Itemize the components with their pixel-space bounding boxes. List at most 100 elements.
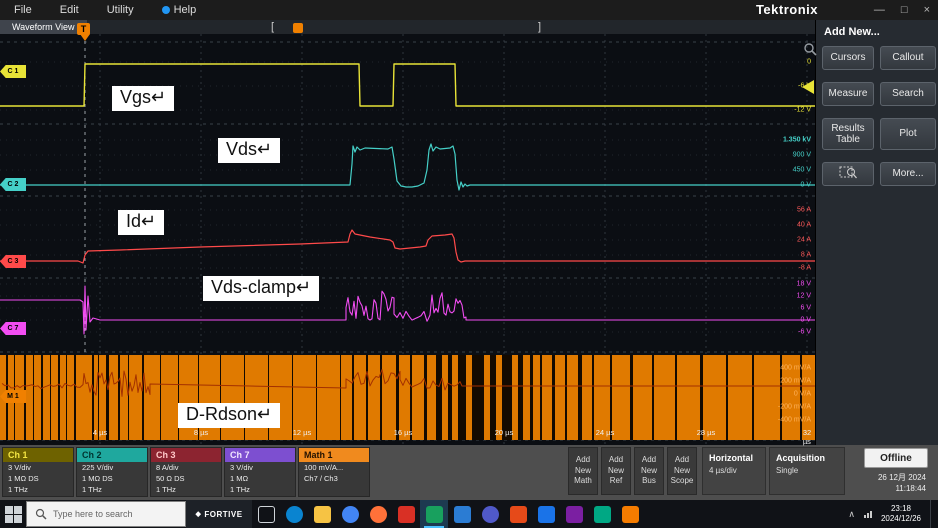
add-new-bus-button[interactable]: Add New Bus [634,447,664,495]
app-icon-azure[interactable] [532,500,560,528]
channel-tag-m1[interactable]: M 1 [0,390,26,403]
menu-bar: File Edit Utility Help Tektronix — □ × [0,0,938,20]
waveform-plot[interactable]: Vgs↵ Vds↵ Id↵ Vds-clamp↵ D-Rdson↵ C 1 C 2 C 3 C … [0,34,817,446]
chrome-icon [341,505,359,523]
tab-waveform-view[interactable]: Waveform View [0,20,87,34]
trigger-flag[interactable]: T [77,23,90,35]
taskbar-clock[interactable]: 23:18 2024/12/26 [881,504,921,525]
trace-ch3-id [0,229,815,264]
badge-title: Ch 1 [3,448,73,462]
trigger-position-icon [80,34,90,41]
callout-button[interactable]: Callout [880,46,936,70]
callout-label[interactable]: D-Rdson↵ [178,403,281,428]
scale-label: -6 V [798,328,811,336]
callout-label[interactable]: Vgs↵ [112,86,175,111]
scale-label: -6 V [798,82,811,90]
fortive-logo-icon: ◆ [195,511,202,518]
app-icon-purple [565,505,583,523]
panel-title: Add New... [824,26,880,38]
channel-tag-c7[interactable]: C 7 [0,322,26,335]
badge-detail: Ch7 / Ch3 [304,474,338,483]
fortive-widget[interactable]: ◆ FORTIVE [186,500,252,528]
zoom-bracket-left-icon[interactable]: [ [271,21,275,33]
app-icon-red[interactable] [504,500,532,528]
zoom-overlay-button[interactable] [822,162,874,186]
close-button[interactable]: × [923,4,930,16]
show-desktop-button[interactable] [930,500,936,528]
task-view-icon[interactable] [252,500,280,528]
cursors-button[interactable]: Cursors [822,46,874,70]
add-new-scope-button[interactable]: Add New Scope [667,447,697,495]
app-icon-blue[interactable] [448,500,476,528]
wechat-icon[interactable] [588,500,616,528]
scale-label: -400 mV/A [777,416,811,424]
app-icon-red [509,505,527,523]
add-new-math-button[interactable]: Add New Math [568,447,598,495]
channel-badge-math1[interactable]: Math 1 100 mV/A... Ch7 / Ch3 [298,447,370,497]
search-icon [35,508,47,520]
horizontal-value: 4 µs/div [709,466,737,475]
network-icon[interactable] [863,510,872,518]
menu-item-utility[interactable]: Utility [106,4,134,16]
firefox-icon [369,505,387,523]
callout-label[interactable]: Id↵ [118,210,165,235]
offline-button[interactable]: Offline [864,448,928,468]
plot-button[interactable]: Plot [880,118,936,150]
zoom-bracket-right-icon[interactable]: ] [538,21,542,33]
measure-button[interactable]: Measure [822,82,874,106]
taskbar: Type here to search ◆ FORTIVE ∧ 23:18 20… [0,500,938,528]
app-icon-blue [453,505,471,523]
badge-detail: 1 MΩ [230,474,249,483]
clock-time: 23:18 [890,503,911,513]
search-button[interactable]: Search [880,82,936,106]
horizontal-panel[interactable]: Horizontal 4 µs/div [702,447,766,495]
tray-chevron-icon[interactable]: ∧ [848,508,855,519]
start-button[interactable] [0,500,26,528]
callout-label[interactable]: Vds↵ [218,138,281,163]
maximize-button[interactable]: □ [900,4,908,16]
teams-icon[interactable] [476,500,504,528]
channel-badge-ch2[interactable]: Ch 2 225 V/div 1 MΩ DS 1 THz [76,447,148,497]
more-button[interactable]: More... [880,162,936,186]
scale-label: 0 V [800,316,811,324]
menu-item-help[interactable]: Help [161,4,196,16]
folder-icon[interactable] [308,500,336,528]
acquisition-panel[interactable]: Acquisition Single [769,447,845,495]
badge-detail: 1 THz [8,485,28,494]
taskbar-search-input[interactable]: Type here to search [26,501,186,527]
add-new-ref-button[interactable]: Add New Ref [601,447,631,495]
panel-buttons: Cursors Callout Measure Search Results T… [816,44,938,186]
adobe-icon[interactable] [392,500,420,528]
menu-item-edit[interactable]: Edit [59,4,79,16]
scale-label: 8 A [800,251,811,259]
chrome-icon[interactable] [336,500,364,528]
channel-tag-c3[interactable]: C 3 [0,255,26,268]
folder-icon [313,505,331,523]
fortive-label: FORTIVE [204,509,243,519]
time-label: 4 µs [92,428,108,437]
horizontal-label: Horizontal [709,453,753,463]
app-icon-purple[interactable] [560,500,588,528]
minimize-button[interactable]: — [873,4,885,16]
results-table-button[interactable]: Results Table [822,118,874,150]
callout-label[interactable]: Vds-clamp↵ [203,276,320,301]
channel-tag-c2[interactable]: C 2 [0,178,26,191]
trace-ch2-vds [0,143,815,191]
channel-tag-c1[interactable]: C 1 [0,65,26,78]
help-icon [161,6,170,14]
menu-item-file[interactable]: File [14,4,32,16]
window-controls: — □ × [874,0,930,20]
edge-icon[interactable] [280,500,308,528]
edge-icon [285,505,303,523]
badge-detail: 1 THz [82,485,102,494]
trace-ch7-vds-clamp [0,285,815,335]
scope-app-icon[interactable] [420,500,448,528]
expansion-point-icon[interactable] [293,23,303,33]
firefox-icon[interactable] [364,500,392,528]
app-icon-orange[interactable] [616,500,644,528]
time-label: 32 µs [802,428,812,446]
time-label: 20 µs [494,428,514,437]
